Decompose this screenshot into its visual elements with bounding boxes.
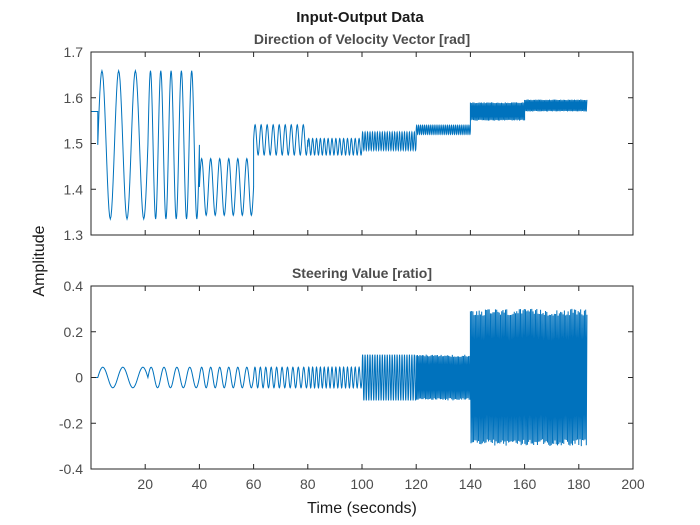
x-tick-label: 200: [621, 476, 645, 492]
subplot-2: Steering Value [ratio] -0.4 -0.2 0 0.2 0.4 20 4…: [59, 265, 645, 492]
y-tick-label: 0.4: [64, 278, 84, 294]
y-tick-label: 1.4: [64, 181, 84, 197]
y-tick-label: 1.3: [64, 227, 84, 243]
series-line: [91, 308, 588, 447]
y-tick-label: 1.6: [64, 90, 84, 106]
subplot-1: Direction of Velocity Vector [rad] 1.3 1.4…: [64, 31, 634, 243]
subplots: Direction of Velocity Vector [rad] 1.3 1.4…: [59, 31, 645, 492]
x-axis-label: Time (seconds): [307, 500, 417, 517]
x-tick-label: 180: [567, 476, 591, 492]
subplot-title: Steering Value [ratio]: [292, 265, 432, 281]
y-tick-label: 0: [75, 370, 83, 386]
y-tick-label: 0.2: [64, 324, 84, 340]
x-tick-label: 120: [405, 476, 429, 492]
x-tick-label: 40: [192, 476, 208, 492]
x-tick-label: 160: [513, 476, 537, 492]
chart-title: Input-Output Data: [296, 9, 424, 26]
x-tick-label: 20: [137, 476, 153, 492]
y-tick-label: -0.4: [59, 461, 83, 477]
y-axis-label: Amplitude: [31, 225, 48, 296]
y-tick-label: 1.7: [64, 44, 84, 60]
x-tick-label: 140: [459, 476, 483, 492]
subplot-title: Direction of Velocity Vector [rad]: [254, 31, 470, 47]
x-tick-label: 80: [300, 476, 316, 492]
y-tick-label: 1.5: [64, 136, 84, 152]
series-line: [91, 68, 588, 221]
y-tick-label: -0.2: [59, 415, 83, 431]
x-tick-label: 100: [350, 476, 374, 492]
x-tick-label: 60: [246, 476, 262, 492]
